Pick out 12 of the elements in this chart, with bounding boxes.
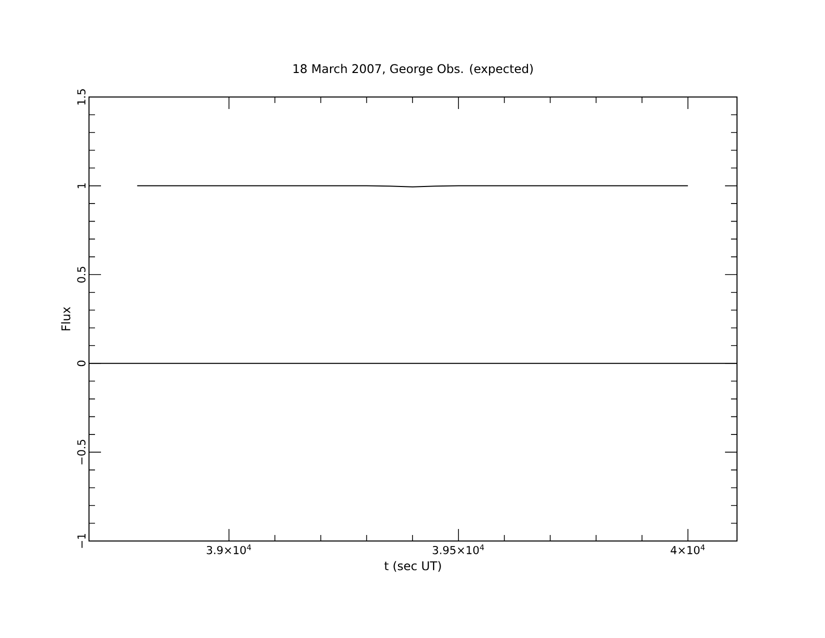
y-tick-label: 1.5 [77, 89, 86, 105]
y-tick-label: 0.5 [77, 266, 86, 283]
x-tick-label: 4×10$^{4}$ [670, 544, 705, 554]
chart-title: 18 March 2007, George Obs. (expected) [294, 64, 533, 76]
y-tick-label: −0.5 [77, 440, 86, 464]
y-tick-label: 1 [77, 183, 86, 188]
y-axis-title: Flux [61, 306, 70, 330]
x-tick-label: 3.9×10$^{4}$ [206, 544, 252, 554]
y-tick-label: −1 [77, 534, 86, 548]
x-tick-label: 3.95×10$^{4}$ [432, 544, 484, 554]
x-axis-title: t (sec UT) [384, 561, 441, 572]
y-tick-label: 0 [77, 360, 86, 366]
